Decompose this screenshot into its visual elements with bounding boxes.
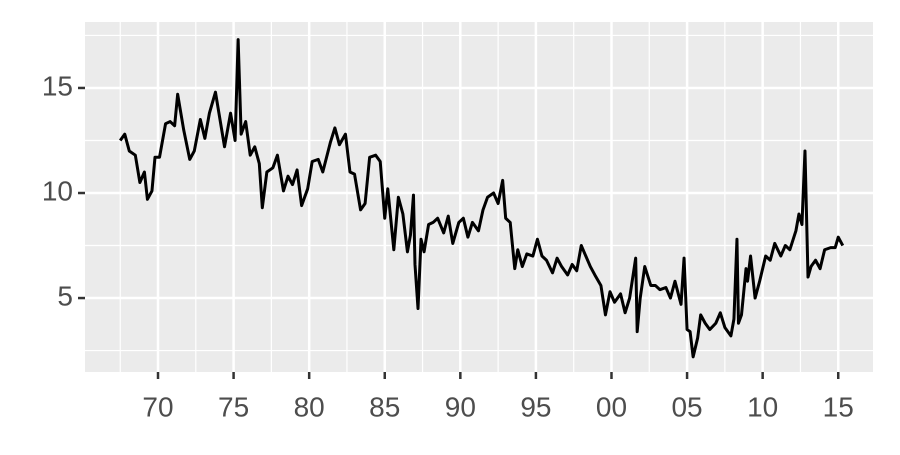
panel-background [85, 22, 873, 372]
x-tick-label: 00 [596, 391, 627, 422]
x-tick-label: 15 [823, 391, 854, 422]
x-tick-label: 75 [218, 391, 249, 422]
x-tick-label: 95 [520, 391, 551, 422]
y-tick-label: 15 [42, 70, 73, 101]
y-tick-label: 5 [57, 280, 73, 311]
x-tick-label: 05 [671, 391, 702, 422]
y-tick-label: 10 [42, 175, 73, 206]
x-tick-label: 90 [445, 391, 476, 422]
x-tick-label: 10 [747, 391, 778, 422]
series-line [119, 38, 845, 359]
x-tick-label: 85 [369, 391, 400, 422]
x-tick-label: 70 [142, 391, 173, 422]
x-tick-label: 80 [294, 391, 325, 422]
